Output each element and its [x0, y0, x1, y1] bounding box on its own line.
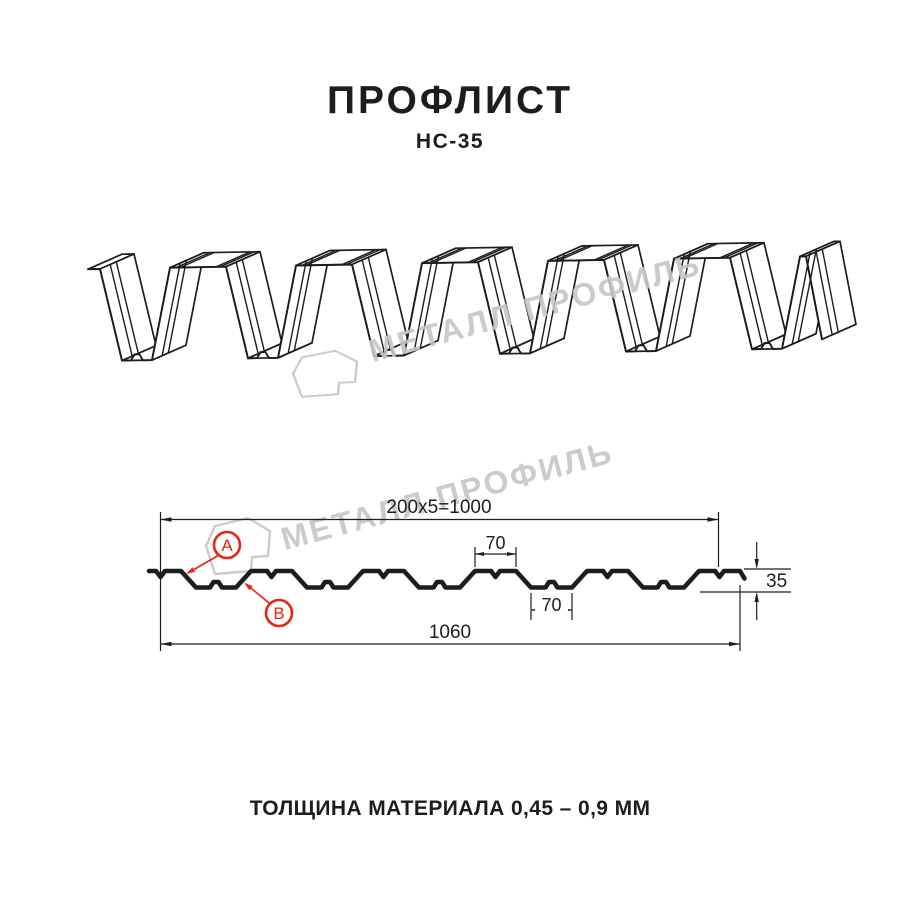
dim-label-rib-top-width: 70 — [485, 533, 505, 553]
callout-b-letter: B — [273, 604, 284, 623]
sheet-3d-view — [87, 240, 857, 362]
dimension-lines — [159, 512, 791, 651]
dim-label-coverage-width: 200x5=1000 — [386, 497, 491, 518]
label-knockout — [535, 597, 568, 613]
dim-label-overall-width: 1060 — [429, 622, 471, 643]
brand-logo-watermark-section — [204, 516, 272, 576]
dim-label-rib-bottom-width: 70 — [541, 595, 561, 615]
brand-watermark-section: МЕТАЛЛ ПРОФИЛЬ — [277, 434, 617, 557]
callout-a-circle — [212, 530, 242, 560]
dim-label-profile-height: 35 — [766, 571, 787, 592]
dimension-labels: 200x5=1000 70 70 35 1060 — [386, 497, 787, 643]
callout-a-letter: A — [221, 536, 233, 555]
cross-section-view — [146, 568, 747, 590]
profile-model-label: НС-35 — [415, 130, 485, 153]
thickness-note: ТОЛЩИНА МАТЕРИАЛА 0,45 – 0,9 ММ — [249, 797, 651, 820]
callout-b-circle — [264, 598, 294, 628]
watermarks: МЕТАЛЛ ПРОФИЛЬ МЕТАЛЛ ПРОФИЛЬ — [204, 246, 705, 576]
page-title: ПРОФЛИСТ — [326, 79, 574, 122]
side-callouts: A B — [212, 530, 294, 628]
brand-logo-watermark-3d — [291, 349, 359, 398]
